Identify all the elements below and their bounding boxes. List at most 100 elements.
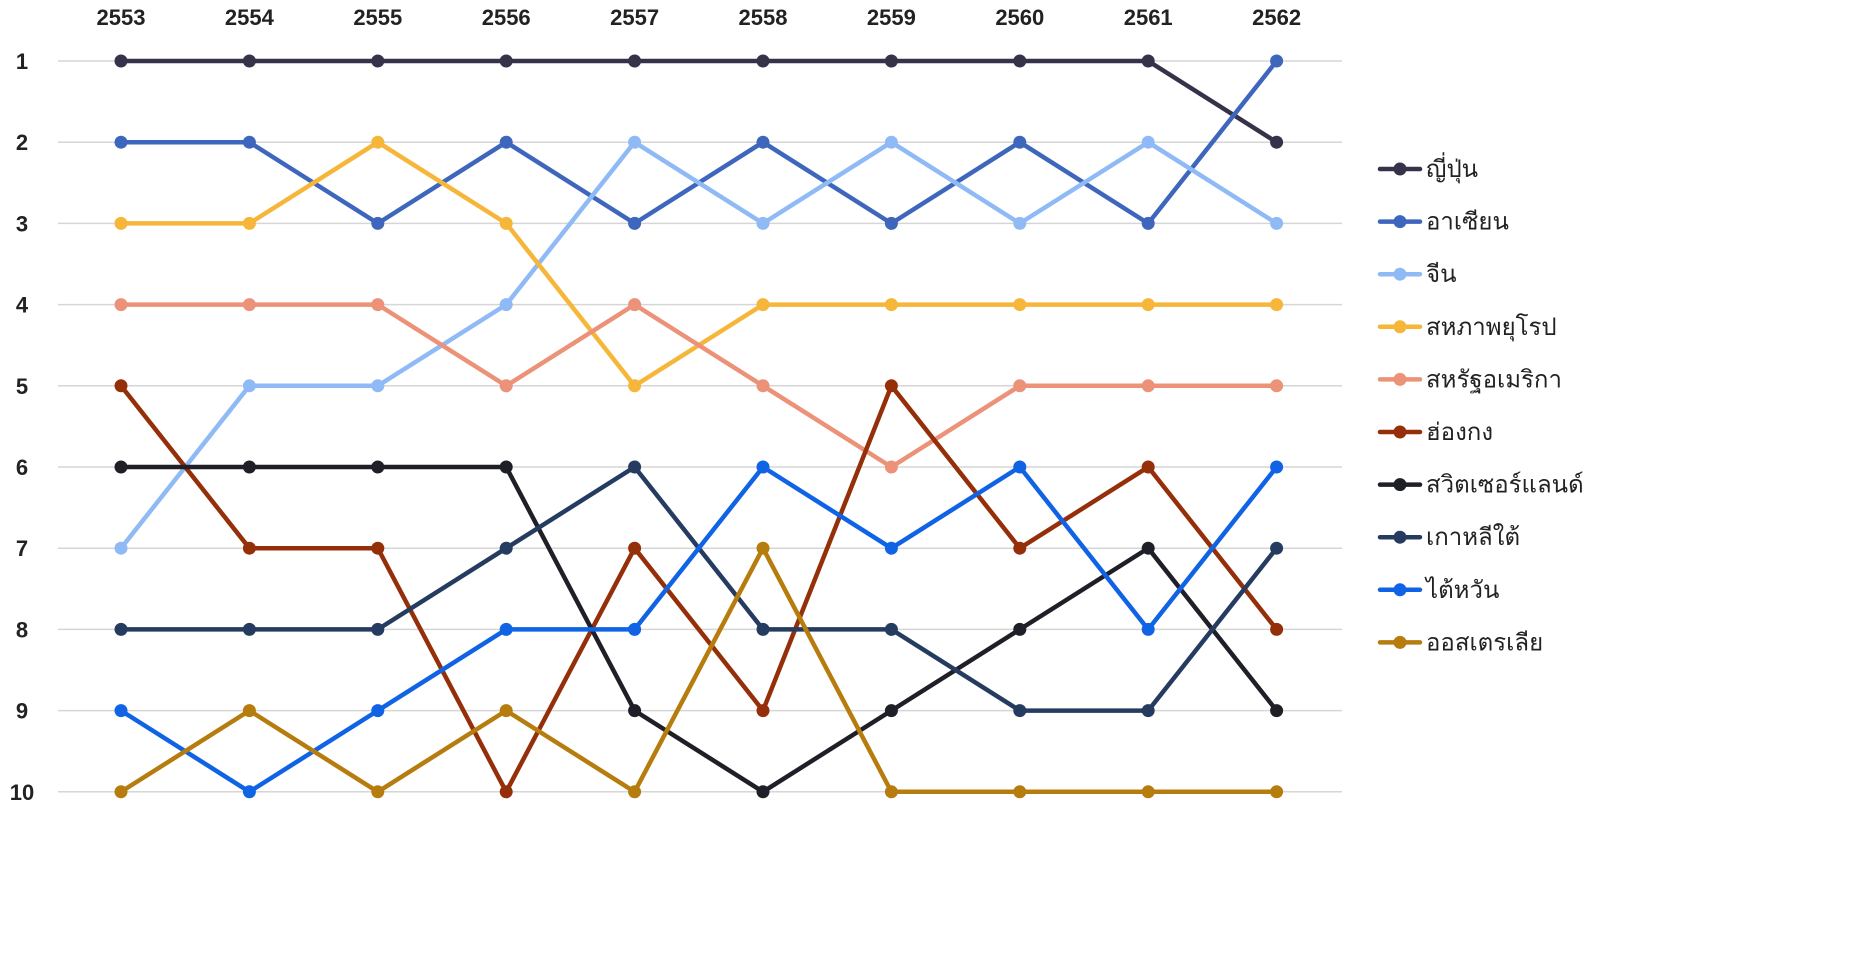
data-point	[371, 541, 385, 555]
series-line	[118, 139, 1279, 551]
legend-label: สหภาพยุโรป	[1426, 313, 1557, 342]
y-tick-label: 8	[16, 617, 28, 642]
legend-swatch-marker	[1393, 425, 1407, 439]
data-point	[1270, 54, 1284, 68]
data-point	[1141, 785, 1155, 799]
data-point	[1141, 622, 1155, 636]
legend-swatch-marker	[1393, 267, 1407, 281]
legend-item: อาเซียน	[1377, 208, 1509, 236]
data-point	[114, 135, 128, 149]
legend-label: สวิตเซอร์แลนด์	[1426, 471, 1584, 499]
data-point	[499, 622, 513, 636]
x-tick-label: 2559	[867, 5, 916, 30]
series-7	[114, 460, 1284, 718]
data-point	[1141, 379, 1155, 393]
legend-label: ออสเตรเลีย	[1426, 628, 1543, 656]
data-point	[1013, 622, 1027, 636]
x-tick-label: 2556	[482, 5, 531, 30]
series-5	[114, 379, 1284, 799]
series-4	[114, 298, 1284, 474]
data-point	[1013, 54, 1027, 68]
data-point	[499, 541, 513, 555]
data-point	[628, 785, 642, 799]
data-point	[114, 460, 128, 474]
data-point	[756, 298, 770, 312]
data-point	[1270, 460, 1284, 474]
legend-swatch-marker	[1393, 635, 1407, 649]
data-point	[499, 785, 513, 799]
data-point	[1141, 135, 1155, 149]
x-tick-label: 2553	[97, 5, 146, 30]
y-tick-label: 2	[16, 130, 28, 155]
data-point	[756, 622, 770, 636]
series-line	[118, 302, 1279, 470]
data-point	[628, 622, 642, 636]
data-point	[371, 216, 385, 230]
data-point	[1141, 541, 1155, 555]
data-point	[371, 704, 385, 718]
data-point	[499, 54, 513, 68]
data-point	[628, 54, 642, 68]
data-point	[371, 785, 385, 799]
data-point	[756, 54, 770, 68]
data-point	[1270, 785, 1284, 799]
data-point	[1270, 298, 1284, 312]
legend-item: สหภาพยุโรป	[1377, 313, 1557, 342]
legend-swatch-marker	[1393, 478, 1407, 492]
data-point	[756, 135, 770, 149]
data-point	[1141, 54, 1155, 68]
y-tick-label: 3	[16, 211, 28, 236]
data-point	[371, 54, 385, 68]
x-tick-label: 2557	[610, 5, 659, 30]
data-point	[1270, 704, 1284, 718]
legend-swatch-marker	[1393, 320, 1407, 334]
data-point	[884, 135, 898, 149]
legend-item: สวิตเซอร์แลนด์	[1377, 471, 1584, 499]
data-point	[1270, 541, 1284, 555]
y-tick-label: 1	[16, 49, 28, 74]
series-line	[118, 545, 1279, 795]
data-point	[242, 135, 256, 149]
data-point	[1013, 298, 1027, 312]
data-point	[884, 298, 898, 312]
data-point	[114, 785, 128, 799]
y-axis-ticks: 1 2 3 4 5 6 7 8 9 10	[10, 49, 34, 805]
data-point	[371, 460, 385, 474]
data-point	[628, 460, 642, 474]
data-point	[628, 704, 642, 718]
y-tick-label: 6	[16, 455, 28, 480]
data-point	[242, 216, 256, 230]
x-tick-label: 2562	[1252, 5, 1301, 30]
data-point	[756, 541, 770, 555]
data-point	[1013, 541, 1027, 555]
data-point	[371, 379, 385, 393]
data-point	[1013, 216, 1027, 230]
series-line	[118, 58, 1279, 145]
data-point	[1141, 460, 1155, 474]
data-point	[114, 216, 128, 230]
series-line	[118, 464, 1279, 795]
legend-label: เกาหลีใต้	[1426, 523, 1520, 551]
data-point	[1270, 135, 1284, 149]
data-point	[884, 541, 898, 555]
legend-item: ไต้หวัน	[1377, 576, 1499, 604]
data-point	[371, 622, 385, 636]
legend-swatch-marker	[1393, 215, 1407, 229]
data-point	[1270, 622, 1284, 636]
series-3	[114, 135, 1284, 393]
series-9	[114, 541, 1284, 799]
legend-swatch-marker	[1393, 372, 1407, 386]
data-point	[499, 298, 513, 312]
series-6	[114, 460, 1284, 799]
data-point	[628, 298, 642, 312]
legend-label: สหรัฐอเมริกา	[1426, 365, 1562, 393]
data-point	[884, 704, 898, 718]
x-tick-label: 2554	[225, 5, 275, 30]
data-point	[371, 298, 385, 312]
data-point	[242, 460, 256, 474]
legend-label: อาเซียน	[1426, 208, 1509, 236]
y-tick-label: 7	[16, 536, 28, 561]
data-point	[628, 379, 642, 393]
data-point	[756, 460, 770, 474]
data-point	[499, 379, 513, 393]
